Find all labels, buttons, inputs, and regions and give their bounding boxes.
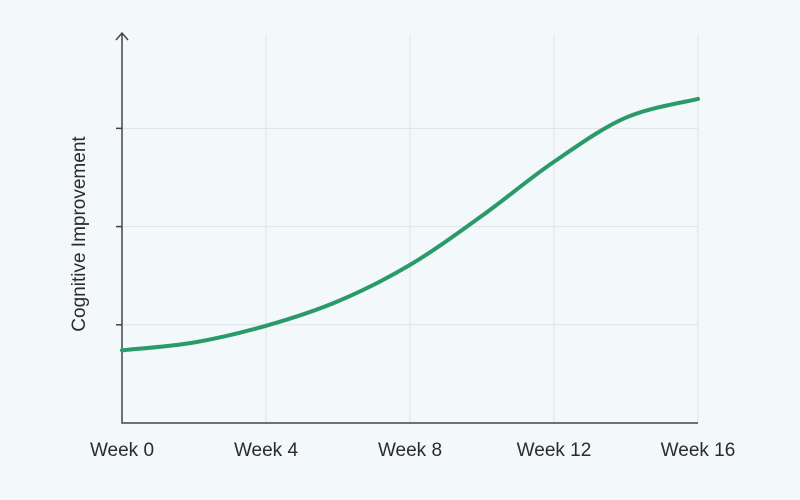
y-axis-arrow — [115, 31, 129, 41]
data-line — [120, 96, 700, 353]
x-tick-label: Week 0 — [90, 440, 154, 461]
x-tick-label: Week 12 — [517, 440, 592, 461]
axes — [121, 34, 698, 424]
x-tick-label: Week 4 — [234, 440, 299, 461]
y-axis-label: Cognitive Improvement — [69, 136, 90, 332]
x-tick-label: Week 8 — [378, 440, 442, 461]
x-tick-label: Week 16 — [661, 440, 736, 461]
